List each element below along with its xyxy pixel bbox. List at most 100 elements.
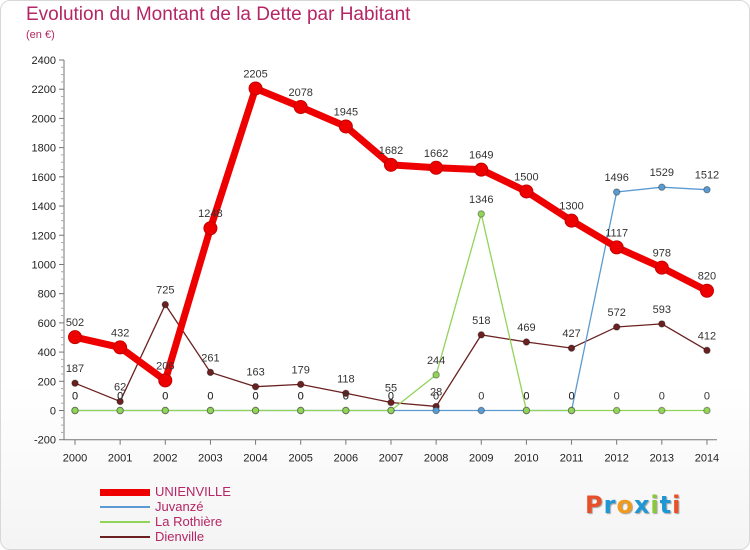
- data-point: [387, 406, 395, 415]
- data-point: [387, 398, 395, 407]
- y-tick-label: 800: [38, 289, 56, 301]
- data-label: 593: [653, 304, 671, 316]
- data-point: [474, 162, 489, 177]
- data-label: 1117: [605, 227, 628, 239]
- x-tick-label: 2003: [198, 453, 222, 465]
- y-tick-label: 400: [38, 347, 56, 359]
- data-point: [432, 406, 440, 415]
- data-label: 1500: [514, 171, 538, 183]
- legend-swatch-juvanze: [100, 506, 150, 508]
- data-label: 502: [66, 317, 84, 329]
- data-label: 820: [698, 271, 716, 283]
- data-point: [609, 240, 624, 255]
- data-point: [612, 188, 621, 196]
- y-tick-label: 1800: [32, 143, 56, 155]
- data-point: [612, 406, 621, 415]
- data-point: [612, 323, 621, 331]
- legend-label-juvanze: Juvanzé: [155, 499, 204, 514]
- chart-title: Evolution du Montant de la Dette par Hab…: [26, 4, 411, 25]
- data-point: [68, 330, 82, 345]
- data-point: [158, 373, 173, 388]
- data-point: [429, 160, 444, 175]
- data-label: 1300: [559, 201, 583, 213]
- legend-swatch-la-rothiere: [100, 521, 150, 523]
- data-label: 0: [614, 391, 620, 403]
- data-point: [703, 346, 711, 355]
- data-label: 206: [156, 360, 174, 372]
- x-tick-label: 2011: [560, 453, 584, 465]
- data-label: 0: [207, 391, 213, 403]
- logo-letter: o: [616, 491, 634, 519]
- legend-item-juvanze: Juvanzé: [100, 499, 280, 514]
- y-tick-label: 1600: [32, 172, 56, 184]
- data-label: 0: [252, 391, 258, 403]
- data-point: [116, 397, 124, 406]
- data-point: [519, 184, 534, 199]
- legend: UNIENVILLE Juvanzé La Rothière Dienville: [100, 484, 280, 544]
- data-point: [113, 340, 128, 355]
- data-point: [71, 379, 79, 387]
- data-label: 62: [114, 381, 126, 393]
- data-label: 0: [388, 391, 394, 403]
- data-point: [477, 210, 485, 218]
- x-tick-label: 2008: [424, 453, 448, 465]
- logo-letter: r: [603, 491, 617, 519]
- data-label: 1248: [198, 208, 222, 220]
- data-label: 432: [111, 327, 129, 339]
- data-label: 0: [568, 391, 574, 403]
- data-point: [116, 406, 124, 415]
- x-tick-label: 2004: [243, 453, 267, 465]
- data-point: [251, 406, 260, 415]
- data-label: 244: [427, 355, 445, 367]
- legend-label-unienville: UNIENVILLE: [155, 484, 231, 499]
- data-label: 163: [246, 367, 264, 379]
- data-point: [699, 283, 714, 298]
- data-label: 0: [72, 391, 78, 403]
- data-point: [297, 406, 305, 415]
- data-label: 28: [430, 386, 442, 398]
- x-tick-label: 2006: [334, 453, 358, 465]
- x-tick-label: 2000: [63, 453, 87, 465]
- legend-swatch-dienville: [100, 536, 150, 538]
- data-label: 0: [659, 391, 665, 403]
- y-tick-label: 200: [38, 376, 56, 388]
- data-label: 187: [66, 363, 84, 375]
- data-label: 412: [698, 330, 716, 342]
- logo-letter: t: [659, 491, 673, 519]
- legend-swatch-unienville: [100, 488, 150, 496]
- data-point: [297, 380, 305, 389]
- data-label: 572: [608, 307, 626, 319]
- data-point: [477, 406, 485, 415]
- data-label: 55: [385, 382, 397, 394]
- legend-label-la-rothiere: La Rothière: [155, 514, 223, 529]
- data-point: [293, 100, 308, 115]
- data-label: 261: [201, 352, 219, 364]
- data-label: 1649: [469, 150, 493, 162]
- data-label: 1529: [650, 167, 674, 179]
- logo-letter: i: [650, 491, 660, 519]
- data-point: [522, 338, 531, 346]
- y-tick-label: 2400: [32, 55, 56, 67]
- x-tick-label: 2005: [288, 453, 312, 465]
- y-tick-label: -200: [34, 435, 56, 447]
- legend-item-dienville: Dienville: [100, 529, 280, 544]
- chart-subtitle: (en €): [26, 29, 55, 41]
- data-label: 0: [162, 391, 168, 403]
- y-tick-label: 1000: [32, 259, 56, 271]
- data-point: [654, 260, 669, 275]
- data-label: 0: [704, 391, 710, 403]
- data-label: 1512: [695, 170, 719, 182]
- data-label: 0: [523, 391, 529, 403]
- data-point: [567, 406, 576, 415]
- x-tick-label: 2001: [108, 453, 132, 465]
- legend-label-dienville: Dienville: [155, 529, 205, 544]
- x-tick-label: 2009: [469, 453, 493, 465]
- proxiti-logo: Proxiti: [585, 491, 681, 519]
- data-point: [248, 81, 263, 96]
- data-label: 0: [252, 391, 258, 403]
- y-tick-label: 600: [38, 318, 56, 330]
- data-point: [703, 185, 711, 194]
- data-label: 1945: [334, 106, 358, 118]
- data-point: [338, 119, 353, 134]
